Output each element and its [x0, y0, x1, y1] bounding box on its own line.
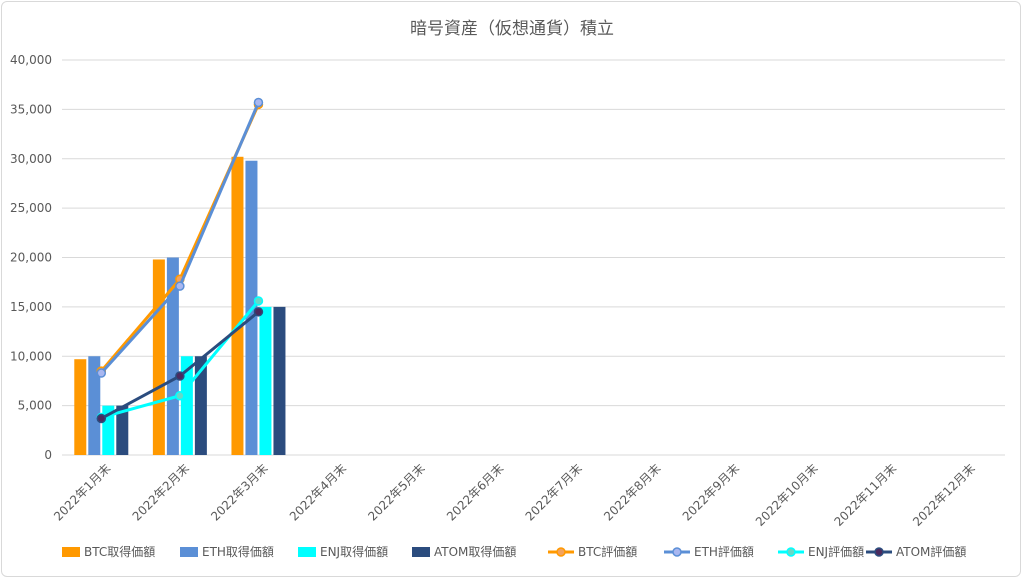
y-tick-label: 15,000: [10, 300, 52, 314]
line-point: [175, 371, 185, 381]
x-tick-label: 2022年3月末: [208, 461, 270, 523]
legend-marker: [556, 547, 566, 557]
x-tick-label: 2022年7月末: [523, 461, 585, 523]
line-point: [175, 281, 185, 291]
line-point: [96, 413, 107, 424]
bar: [74, 359, 87, 455]
y-tick-label: 30,000: [10, 152, 52, 166]
x-tick-label: 2022年2月末: [130, 461, 192, 523]
bar: [88, 356, 101, 455]
legend-label: BTC評価額: [578, 544, 637, 559]
line-point: [175, 391, 185, 401]
bar: [116, 405, 129, 455]
x-tick-label: 2022年5月末: [365, 461, 427, 523]
legend-marker: [672, 547, 682, 557]
chart-title: 暗号資産（仮想通貨）積立: [410, 19, 614, 39]
bar: [180, 356, 193, 455]
x-axis: 2022年1月末 2022年2月末 2022年3月末 2022年4月末 2022年5月末…: [51, 461, 978, 529]
y-tick-label: 5,000: [18, 399, 52, 413]
bar: [166, 257, 179, 455]
bar: [152, 259, 165, 455]
legend-swatch: [298, 547, 316, 557]
y-tick-label: 10,000: [10, 349, 52, 363]
legend-swatch: [180, 547, 198, 557]
y-axis: 0 5,000 10,000 15,000 20,000 25,000 30,000 35,0…: [10, 53, 52, 462]
legend-swatch: [412, 547, 430, 557]
x-tick-label: 2022年6月末: [444, 461, 506, 523]
legend-label: ENJ取得価額: [320, 544, 388, 559]
legend-label: ENJ評価額: [808, 544, 864, 559]
x-tick-label: 2022年12月末: [910, 461, 978, 529]
legend-label: BTC取得価額: [84, 544, 155, 559]
legend-swatch: [62, 547, 80, 557]
legend-marker: [874, 547, 884, 557]
x-tick-label: 2022年10月末: [753, 461, 821, 529]
bar: [231, 156, 244, 455]
bar: [259, 306, 272, 455]
y-tick-label: 0: [44, 448, 52, 462]
x-tick-label: 2022年9月末: [680, 461, 742, 523]
y-tick-label: 35,000: [10, 102, 52, 116]
line-point: [253, 307, 264, 317]
x-tick-label: 2022年4月末: [287, 461, 349, 523]
y-tick-label: 40,000: [10, 53, 52, 67]
legend-label: ATOM取得価額: [434, 544, 516, 559]
x-tick-label: 2022年11月末: [831, 461, 899, 529]
line-point: [253, 97, 264, 108]
line-point: [253, 296, 264, 306]
line-series: [96, 97, 264, 424]
bar: [273, 306, 286, 455]
y-tick-label: 25,000: [10, 201, 52, 215]
gridlines: [62, 59, 1005, 456]
x-tick-label: 2022年8月末: [601, 461, 663, 523]
y-tick-label: 20,000: [10, 251, 52, 265]
legend: BTC取得価額 ETH取得価額 ENJ取得価額 ATOM取得価額 BTC評価額 ETH評価…: [62, 544, 966, 559]
legend-marker: [786, 547, 796, 557]
legend-label: ETH評価額: [694, 544, 754, 559]
legend-label: ETH取得価額: [202, 544, 274, 559]
legend-label: ATOM評価額: [896, 544, 966, 559]
bar: [194, 356, 207, 455]
x-tick-label: 2022年1月末: [51, 461, 113, 523]
line-point: [96, 368, 107, 378]
